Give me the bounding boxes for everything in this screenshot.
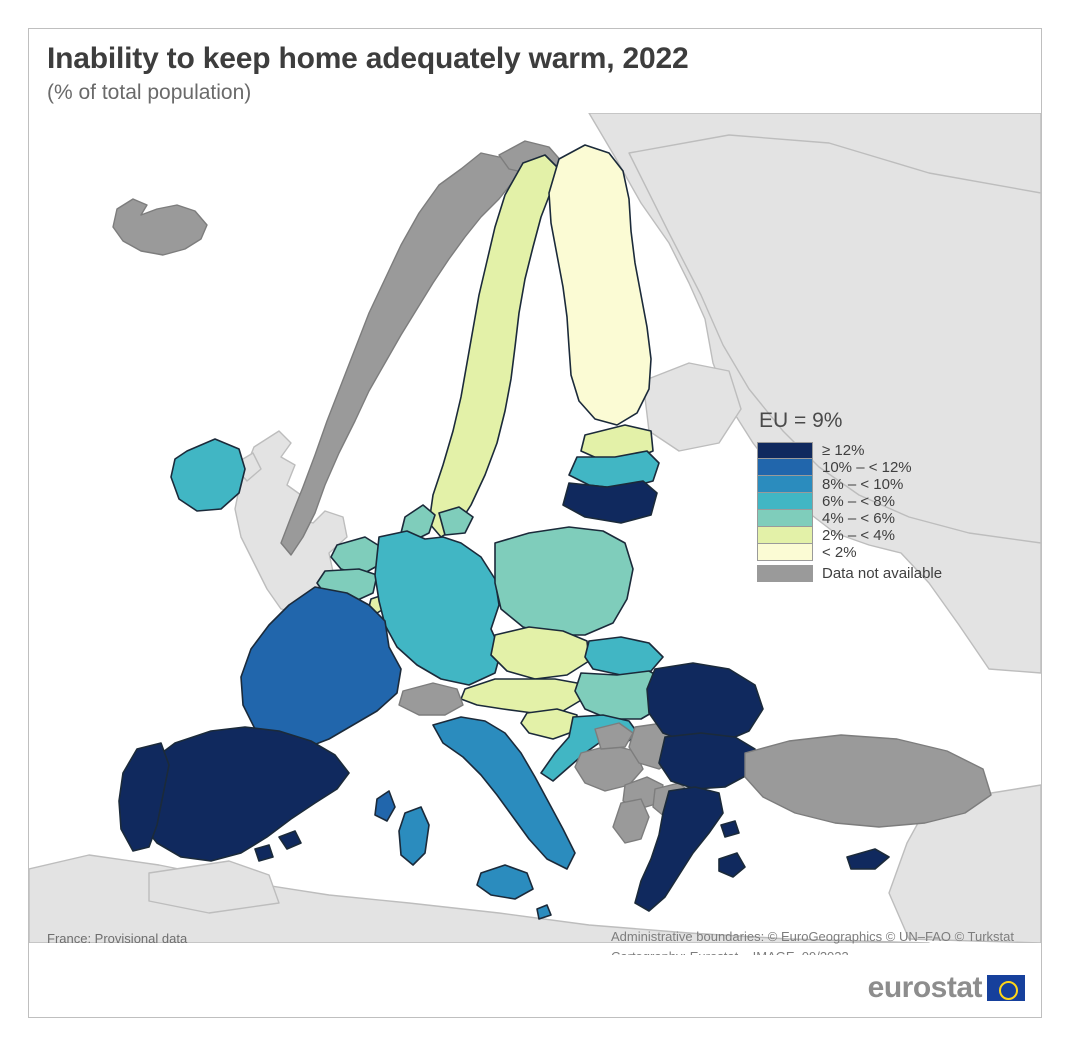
region-czechia[interactable] <box>490 626 590 680</box>
legend-swatch <box>757 459 813 476</box>
region-sardinia[interactable] <box>398 806 430 866</box>
legend-swatch <box>757 493 813 510</box>
footnote: France: Provisional data <box>47 931 188 946</box>
region-slovakia[interactable] <box>584 636 664 676</box>
legend-label: 4% – < 6% <box>822 510 895 527</box>
region-switzerland[interactable] <box>398 682 464 716</box>
legend-label: 10% – < 12% <box>822 459 912 476</box>
region-poland[interactable] <box>494 526 634 636</box>
chart-header: Inability to keep home adequately warm, … <box>29 29 1041 113</box>
region-crete[interactable] <box>718 852 746 878</box>
legend-swatch <box>757 476 813 493</box>
legend-item-4-6[interactable]: 4% – < 6% <box>757 510 942 527</box>
legend-label: < 2% <box>822 544 857 561</box>
region-iceland[interactable] <box>112 198 208 256</box>
region-ireland[interactable] <box>170 438 246 512</box>
page-subtitle: (% of total population) <box>47 81 252 104</box>
legend-item-lt-2[interactable]: < 2% <box>757 544 942 561</box>
legend-item-6-8[interactable]: 6% – < 8% <box>757 493 942 510</box>
region-bulgaria[interactable] <box>658 732 756 790</box>
eurostat-logo[interactable]: eurostat <box>868 971 1025 1005</box>
region-sicily[interactable] <box>476 864 534 900</box>
region-turkey[interactable] <box>744 734 992 828</box>
legend-item-2-4[interactable]: 2% – < 4% <box>757 527 942 544</box>
region-slovenia[interactable] <box>520 708 578 740</box>
region-malta[interactable] <box>536 904 552 920</box>
brand-bar: eurostat <box>29 955 1041 1017</box>
legend-item-8-10[interactable]: 8% – < 10% <box>757 476 942 493</box>
legend-rows: ≥ 12% 10% – < 12% 8% – < 10% 6% – < 8% 4 <box>757 442 942 582</box>
region-balearic-islands[interactable] <box>278 830 302 850</box>
europe-map-svg: .l { stroke:#1b2a3a; stroke-width:1.6; s… <box>29 113 1041 943</box>
attribution-line-1: Administrative boundaries: © EuroGeograp… <box>611 929 1015 944</box>
choropleth-map[interactable]: .l { stroke:#1b2a3a; stroke-width:1.6; s… <box>29 113 1041 943</box>
legend-swatch <box>757 510 813 527</box>
region-netherlands[interactable] <box>330 536 382 576</box>
region-corsica[interactable] <box>374 790 396 822</box>
legend-label: 8% – < 10% <box>822 476 904 493</box>
region-greece[interactable] <box>634 786 724 912</box>
region-denmark-islands[interactable] <box>438 506 474 536</box>
region-greek-islands[interactable] <box>720 820 740 838</box>
legend-label: Data not available <box>822 565 943 582</box>
region-balearic-ibiza[interactable] <box>254 844 274 862</box>
region-finland[interactable] <box>548 144 652 426</box>
map-legend: EU = 9% ≥ 12% 10% – < 12% 8% – < 10% 6% … <box>757 409 942 582</box>
legend-swatch <box>757 544 813 561</box>
legend-title: EU = 9% <box>759 409 843 432</box>
legend-label: 6% – < 8% <box>822 493 895 510</box>
eurostat-wordmark: eurostat <box>867 971 983 1004</box>
region-latvia[interactable] <box>568 450 660 490</box>
region-italy[interactable] <box>432 716 576 870</box>
region-western-balkans-north[interactable] <box>594 722 634 750</box>
region-cyprus[interactable] <box>846 848 890 870</box>
eu-flag-icon <box>987 975 1025 1001</box>
region-portugal[interactable] <box>118 742 170 852</box>
legend-item-10-12[interactable]: 10% – < 12% <box>757 459 942 476</box>
region-norway[interactable] <box>280 146 528 556</box>
legend-swatch <box>757 527 813 544</box>
legend-swatch <box>757 442 813 459</box>
region-austria[interactable] <box>460 678 584 714</box>
legend-item-no-data[interactable]: Data not available <box>757 565 942 582</box>
page-title: Inability to keep home adequately warm, … <box>47 42 689 75</box>
region-france[interactable] <box>240 586 402 750</box>
region-lithuania[interactable] <box>562 480 658 524</box>
region-albania[interactable] <box>612 798 650 844</box>
map-card: Inability to keep home adequately warm, … <box>28 28 1042 1018</box>
legend-label: ≥ 12% <box>822 442 865 459</box>
outside-land-group <box>29 113 1041 943</box>
legend-label: 2% – < 4% <box>822 527 895 544</box>
legend-item-ge-12[interactable]: ≥ 12% <box>757 442 942 459</box>
legend-swatch <box>757 565 813 582</box>
